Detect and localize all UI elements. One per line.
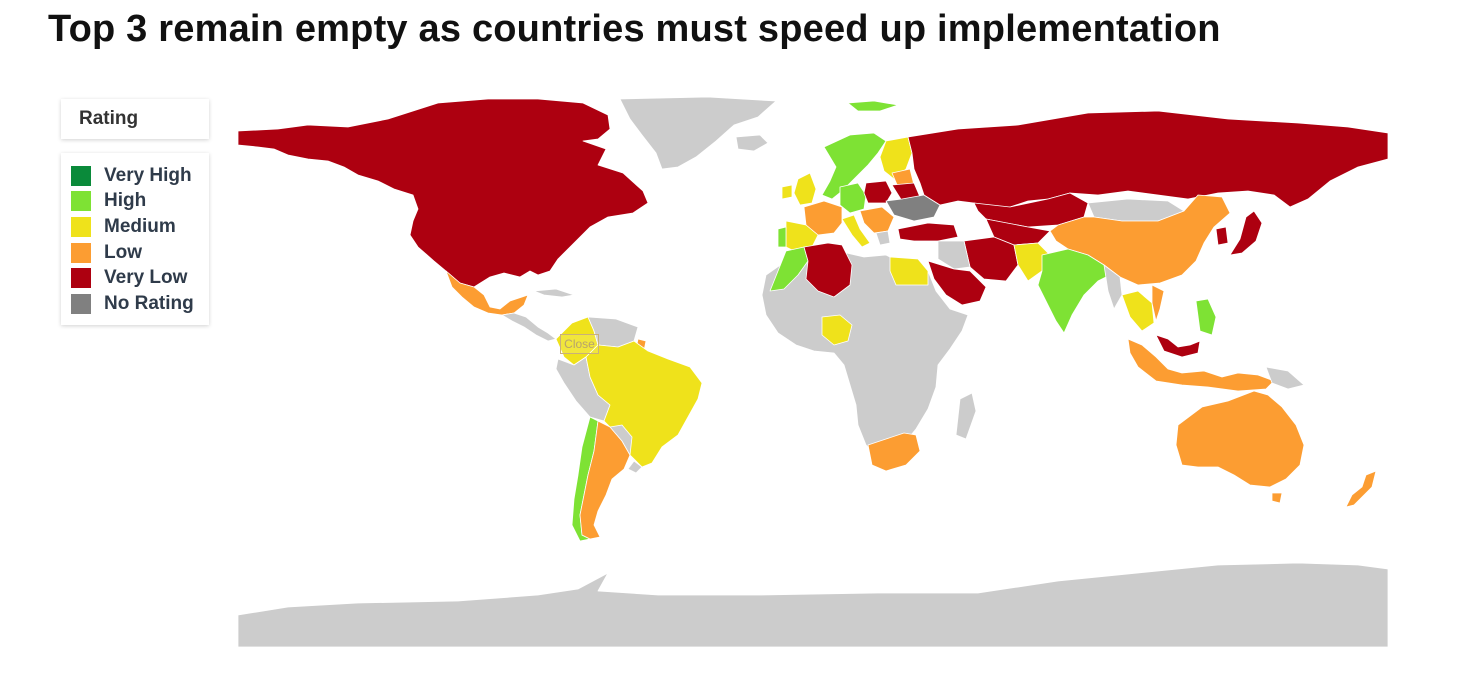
legend-label: Medium	[104, 215, 176, 237]
country-indonesia[interactable]	[1127, 338, 1275, 392]
country-egypt[interactable]	[889, 256, 929, 286]
country-united-kingdom[interactable]	[793, 172, 817, 206]
legend-item-no-rating[interactable]: No Rating	[71, 291, 209, 317]
country-malaysia[interactable]	[1155, 334, 1201, 358]
country-africa[interactable]	[761, 250, 969, 456]
country-saudi-arabia[interactable]	[927, 260, 987, 306]
country-north-america-north[interactable]	[238, 98, 649, 288]
country-greece[interactable]	[875, 230, 891, 246]
legend-label: Low	[104, 241, 142, 263]
country-svalbard[interactable]	[847, 100, 899, 112]
world-map-svg	[238, 96, 1388, 647]
country-germany[interactable]	[839, 182, 867, 214]
country-vietnam[interactable]	[1151, 284, 1165, 322]
legend-swatch-medium	[71, 216, 91, 237]
legend-label: High	[104, 190, 147, 212]
legend-item-high[interactable]: High	[71, 189, 209, 215]
country-algeria[interactable]	[803, 242, 853, 298]
country-ireland[interactable]	[781, 184, 793, 200]
legend-swatch-very-low	[71, 268, 91, 289]
country-nigeria[interactable]	[821, 314, 853, 346]
country-thailand[interactable]	[1121, 290, 1155, 332]
world-map	[238, 95, 1388, 647]
legend-swatch-high	[71, 191, 91, 212]
country-balkans[interactable]	[859, 206, 895, 234]
country-mexico[interactable]	[445, 270, 529, 316]
country-iraq[interactable]	[937, 240, 971, 270]
legend-label: Very Low	[104, 267, 188, 289]
country-greenland[interactable]	[619, 96, 777, 170]
country-cuba[interactable]	[533, 288, 575, 298]
country-paraguay[interactable]	[609, 424, 633, 456]
country-tasmania[interactable]	[1271, 492, 1283, 504]
country-portugal[interactable]	[777, 226, 787, 248]
country-central-america[interactable]	[501, 312, 557, 342]
legend-header[interactable]: Rating	[61, 99, 209, 139]
country-india[interactable]	[1037, 248, 1115, 334]
country-myanmar[interactable]	[1103, 264, 1123, 310]
country-iceland[interactable]	[735, 134, 769, 152]
country-brazil[interactable]	[585, 340, 703, 468]
country-italy[interactable]	[841, 214, 871, 248]
country-papua-new-guinea[interactable]	[1265, 366, 1305, 390]
country-philippines[interactable]	[1195, 298, 1217, 336]
country-uruguay[interactable]	[627, 460, 643, 474]
country-iran[interactable]	[963, 236, 1019, 282]
country-norway-sweden[interactable]	[821, 132, 887, 200]
country-south-africa[interactable]	[867, 432, 921, 472]
country-russia[interactable]	[907, 110, 1388, 208]
legend-swatch-low	[71, 242, 91, 263]
legend-label: Very High	[104, 164, 192, 186]
country-australia[interactable]	[1175, 390, 1305, 488]
legend-item-very-high[interactable]: Very High	[71, 163, 209, 189]
country-turkey[interactable]	[897, 222, 959, 242]
legend-item-low[interactable]: Low	[71, 240, 209, 266]
tooltip-close-button[interactable]: Close	[560, 334, 599, 354]
country-antarctica[interactable]	[238, 562, 1388, 647]
legend-swatch-no-rating	[71, 293, 91, 314]
legend-item-medium[interactable]: Medium	[71, 214, 209, 240]
country-poland[interactable]	[863, 180, 893, 204]
legend-swatch-very-high	[71, 165, 91, 186]
legend: Very High High Medium Low Very Low No Ra…	[61, 153, 209, 325]
country-china[interactable]	[1049, 194, 1231, 286]
legend-item-very-low[interactable]: Very Low	[71, 265, 209, 291]
country-new-zealand[interactable]	[1345, 470, 1377, 508]
legend-label: No Rating	[104, 292, 194, 314]
country-japan[interactable]	[1229, 210, 1263, 256]
page-title: Top 3 remain empty as countries must spe…	[48, 8, 1221, 50]
country-korea[interactable]	[1215, 226, 1229, 246]
country-madagascar[interactable]	[955, 392, 977, 440]
country-ukraine[interactable]	[885, 194, 941, 222]
